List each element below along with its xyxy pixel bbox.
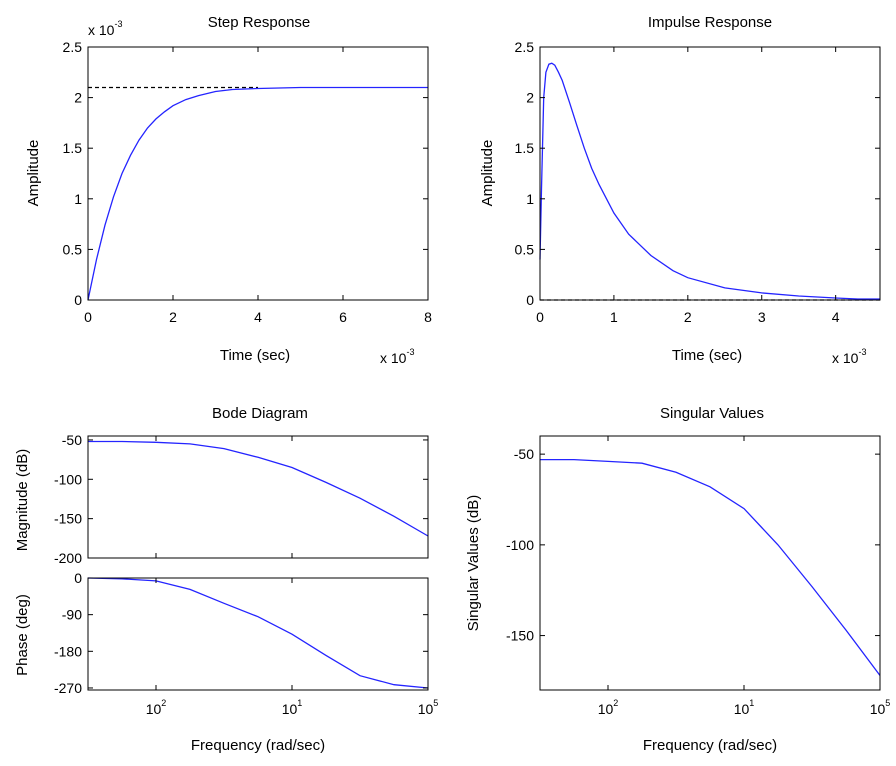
- sv-ytick-label: -150: [506, 628, 534, 644]
- singular-values-line: [540, 458, 881, 676]
- bode-phase-frame: [87, 577, 429, 691]
- bode-magnitude-frame: [87, 435, 429, 559]
- impulse-title: Impulse Response: [648, 14, 772, 31]
- impulse-ytick-label: 2.5: [515, 39, 535, 55]
- bode-magnitude-line: [88, 440, 429, 537]
- sv-xtick-label: 105: [870, 698, 891, 717]
- step-ylabel: Amplitude: [25, 140, 42, 207]
- bode-title: Bode Diagram: [212, 405, 308, 422]
- impulse-xtick-label: 1: [610, 309, 618, 325]
- step-ytick-label: 2: [74, 90, 82, 106]
- impulse-response-chart: Impulse Response 0 0.5 1 1.5 2 2.5 0 1 2 3 4 Time …: [479, 14, 881, 366]
- impulse-xtick-label: 2: [684, 309, 692, 325]
- step-x-scale: x 10-3: [380, 347, 414, 366]
- bode-phase-line: [87, 577, 429, 689]
- impulse-ytick-label: 0.5: [515, 241, 535, 257]
- bode-xlabel: Frequency (rad/sec): [191, 737, 325, 754]
- bode-magnitude-ytick-label: -150: [54, 511, 82, 527]
- sv-xlabel: Frequency (rad/sec): [643, 737, 777, 754]
- impulse-response-line: [539, 62, 880, 300]
- bode-phase-ytick-label: -90: [62, 607, 82, 623]
- bode-diagram-chart: Bode Diagram -50 -100 -150 -200 0 -90 -180 -27…: [14, 405, 438, 754]
- sv-ytick-label: -50: [514, 446, 534, 462]
- step-y-scale: x 10-3: [88, 19, 122, 38]
- impulse-ytick-label: 2: [526, 90, 534, 106]
- bode-xtick-label: 102: [146, 698, 167, 717]
- sv-ylabel: Singular Values (dB): [465, 495, 482, 631]
- impulse-xtick-label: 3: [758, 309, 766, 325]
- impulse-ytick-label: 1: [526, 191, 534, 207]
- bode-xtick-label: 105: [418, 698, 439, 717]
- step-ytick-label: 0: [74, 292, 82, 308]
- step-ytick-label: 1: [74, 191, 82, 207]
- bode-magnitude-ylabel: Magnitude (dB): [14, 449, 31, 552]
- impulse-xtick-label: 4: [832, 309, 840, 325]
- bode-magnitude-ytick-label: -100: [54, 471, 82, 487]
- sv-ytick-label: -100: [506, 537, 534, 553]
- step-response-line: [87, 86, 428, 301]
- impulse-xtick-label: 0: [536, 309, 544, 325]
- singular-values-chart: Singular Values -50 -100 -150 102 101 105 Fr…: [465, 405, 890, 754]
- step-xlabel: Time (sec): [220, 347, 290, 364]
- bode-phase-ytick-label: -270: [54, 680, 82, 696]
- sv-axes-frame: [539, 435, 881, 691]
- step-xtick-label: 2: [169, 309, 177, 325]
- bode-phase-ytick-label: 0: [74, 570, 82, 586]
- step-title: Step Response: [208, 14, 311, 31]
- bode-phase-ylabel: Phase (deg): [14, 594, 31, 676]
- sv-title: Singular Values: [660, 405, 764, 422]
- bode-magnitude-ytick-label: -50: [62, 432, 82, 448]
- impulse-axes-frame: [539, 46, 881, 301]
- step-xtick-label: 6: [339, 309, 347, 325]
- bode-magnitude-ytick-label: -200: [54, 550, 82, 566]
- impulse-xlabel: Time (sec): [672, 347, 742, 364]
- bode-xtick-label: 101: [282, 698, 303, 717]
- bode-phase-ytick-label: -180: [54, 643, 82, 659]
- impulse-ylabel: Amplitude: [479, 140, 496, 207]
- step-response-chart: Step Response x 10-3 0 0.5 1 1.5 2 2.5 0 2 4 6 8 T…: [25, 14, 432, 366]
- step-ytick-label: 1.5: [63, 140, 83, 156]
- step-xtick-label: 0: [84, 309, 92, 325]
- step-axes-frame: [87, 46, 429, 301]
- impulse-x-scale: x 10-3: [832, 347, 866, 366]
- step-xtick-label: 8: [424, 309, 432, 325]
- step-xtick-label: 4: [254, 309, 262, 325]
- impulse-ytick-label: 0: [526, 292, 534, 308]
- sv-xtick-label: 101: [734, 698, 755, 717]
- step-ytick-label: 2.5: [63, 39, 83, 55]
- impulse-ytick-label: 1.5: [515, 140, 535, 156]
- step-ytick-label: 0.5: [63, 241, 83, 257]
- sv-xtick-label: 102: [598, 698, 619, 717]
